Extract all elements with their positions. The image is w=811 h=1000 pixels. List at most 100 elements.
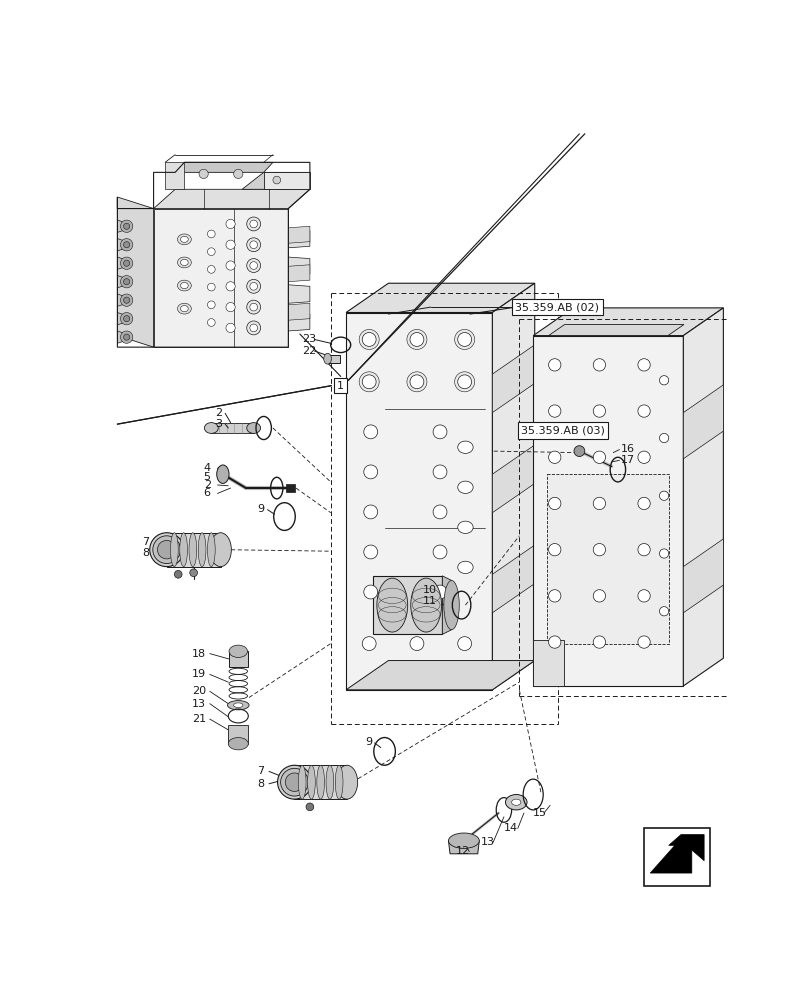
- Circle shape: [208, 248, 215, 256]
- Circle shape: [406, 372, 427, 392]
- Text: 11: 11: [423, 596, 436, 606]
- Text: 16: 16: [620, 444, 634, 454]
- Ellipse shape: [178, 280, 191, 291]
- Circle shape: [225, 282, 235, 291]
- Ellipse shape: [180, 259, 188, 266]
- Circle shape: [593, 359, 605, 371]
- Ellipse shape: [123, 316, 130, 322]
- Circle shape: [250, 262, 257, 269]
- Polygon shape: [491, 345, 534, 413]
- Circle shape: [208, 319, 215, 326]
- Bar: [229, 651, 247, 667]
- Ellipse shape: [505, 795, 526, 810]
- Polygon shape: [683, 539, 723, 613]
- Text: 35.359.AB (02): 35.359.AB (02): [515, 302, 599, 312]
- Bar: [327, 355, 340, 363]
- Circle shape: [406, 329, 427, 349]
- Circle shape: [659, 376, 668, 385]
- Text: 14: 14: [504, 823, 517, 833]
- Circle shape: [659, 491, 668, 500]
- Ellipse shape: [285, 773, 303, 791]
- Text: 17: 17: [620, 455, 634, 465]
- Ellipse shape: [234, 703, 242, 708]
- Circle shape: [247, 321, 260, 335]
- Circle shape: [548, 544, 560, 556]
- Text: 5: 5: [204, 472, 210, 482]
- Circle shape: [637, 451, 650, 463]
- Ellipse shape: [448, 833, 478, 848]
- Polygon shape: [683, 385, 723, 459]
- Circle shape: [208, 266, 215, 273]
- Text: 21: 21: [192, 714, 206, 724]
- Circle shape: [234, 169, 242, 179]
- Ellipse shape: [298, 765, 306, 799]
- Circle shape: [247, 238, 260, 252]
- Ellipse shape: [190, 569, 197, 577]
- Circle shape: [247, 259, 260, 272]
- Text: 9: 9: [365, 737, 372, 747]
- Text: 8: 8: [142, 548, 149, 558]
- Polygon shape: [288, 265, 310, 282]
- Circle shape: [432, 465, 446, 479]
- Polygon shape: [153, 189, 310, 209]
- Polygon shape: [118, 331, 127, 343]
- Ellipse shape: [457, 481, 473, 493]
- Ellipse shape: [307, 765, 315, 799]
- Polygon shape: [288, 303, 310, 320]
- Circle shape: [637, 544, 650, 556]
- Circle shape: [637, 590, 650, 602]
- Ellipse shape: [208, 533, 215, 567]
- Text: 10: 10: [423, 585, 436, 595]
- Circle shape: [358, 329, 379, 349]
- Text: 13: 13: [480, 837, 494, 847]
- Ellipse shape: [336, 765, 357, 799]
- Polygon shape: [345, 312, 491, 690]
- Circle shape: [363, 505, 377, 519]
- Circle shape: [548, 451, 560, 463]
- Circle shape: [225, 261, 235, 270]
- Ellipse shape: [157, 540, 176, 559]
- Polygon shape: [264, 172, 310, 189]
- Ellipse shape: [120, 331, 133, 343]
- Ellipse shape: [120, 276, 133, 288]
- Ellipse shape: [123, 223, 130, 229]
- Circle shape: [432, 425, 446, 439]
- Ellipse shape: [179, 533, 187, 567]
- Circle shape: [573, 446, 584, 456]
- Ellipse shape: [204, 423, 218, 433]
- Circle shape: [548, 590, 560, 602]
- Ellipse shape: [316, 765, 324, 799]
- Polygon shape: [345, 661, 534, 690]
- Ellipse shape: [180, 306, 188, 312]
- Circle shape: [199, 169, 208, 179]
- Text: 23: 23: [302, 334, 316, 344]
- Circle shape: [247, 217, 260, 231]
- Circle shape: [548, 359, 560, 371]
- Bar: [166, 533, 221, 567]
- Circle shape: [250, 241, 257, 249]
- Ellipse shape: [123, 334, 130, 340]
- Ellipse shape: [198, 533, 206, 567]
- Circle shape: [174, 570, 182, 578]
- Text: 9: 9: [257, 504, 264, 514]
- Bar: [294, 765, 346, 799]
- Ellipse shape: [444, 580, 459, 630]
- Text: 18: 18: [192, 649, 206, 659]
- Text: 7: 7: [257, 766, 264, 776]
- Text: 4: 4: [204, 463, 211, 473]
- Circle shape: [208, 283, 215, 291]
- Circle shape: [659, 549, 668, 558]
- Circle shape: [410, 637, 423, 651]
- Bar: [228, 725, 248, 744]
- Polygon shape: [650, 835, 703, 873]
- Circle shape: [410, 375, 423, 389]
- Text: 8: 8: [257, 779, 264, 789]
- Circle shape: [593, 590, 605, 602]
- Polygon shape: [683, 308, 723, 686]
- Circle shape: [247, 279, 260, 293]
- Polygon shape: [118, 239, 127, 251]
- Ellipse shape: [170, 533, 178, 567]
- Circle shape: [247, 300, 260, 314]
- Circle shape: [593, 451, 605, 463]
- Polygon shape: [288, 226, 310, 243]
